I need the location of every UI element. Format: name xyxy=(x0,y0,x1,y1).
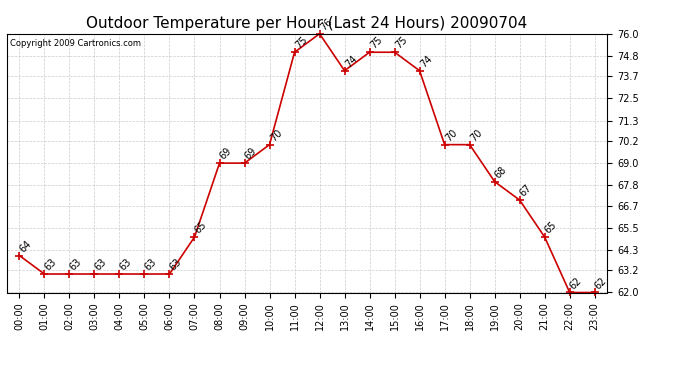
Text: 67: 67 xyxy=(518,183,534,199)
Text: 76: 76 xyxy=(318,16,334,32)
Text: Copyright 2009 Cartronics.com: Copyright 2009 Cartronics.com xyxy=(10,39,141,48)
Text: 63: 63 xyxy=(93,257,109,273)
Text: 68: 68 xyxy=(493,165,509,180)
Text: 63: 63 xyxy=(118,257,134,273)
Text: 69: 69 xyxy=(243,146,259,162)
Text: 65: 65 xyxy=(543,220,559,236)
Text: 63: 63 xyxy=(168,257,184,273)
Text: 65: 65 xyxy=(193,220,209,236)
Text: 75: 75 xyxy=(293,35,309,51)
Text: 62: 62 xyxy=(568,275,584,291)
Text: 70: 70 xyxy=(468,128,484,143)
Text: 64: 64 xyxy=(18,238,34,254)
Title: Outdoor Temperature per Hour (Last 24 Hours) 20090704: Outdoor Temperature per Hour (Last 24 Ho… xyxy=(86,16,528,31)
Text: 70: 70 xyxy=(443,128,459,143)
Text: 74: 74 xyxy=(343,54,359,69)
Text: 74: 74 xyxy=(418,54,434,69)
Text: 69: 69 xyxy=(218,146,234,162)
Text: 75: 75 xyxy=(393,35,409,51)
Text: 63: 63 xyxy=(43,257,59,273)
Text: 63: 63 xyxy=(68,257,83,273)
Text: 75: 75 xyxy=(368,35,384,51)
Text: 63: 63 xyxy=(143,257,159,273)
Text: 70: 70 xyxy=(268,128,284,143)
Text: 62: 62 xyxy=(593,275,609,291)
